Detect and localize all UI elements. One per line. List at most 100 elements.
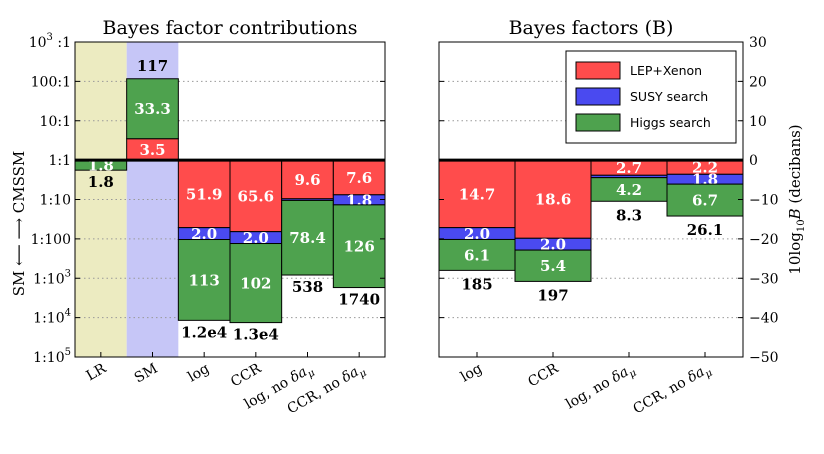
x-tick-label: log — [458, 361, 485, 386]
segment-label: 113 — [189, 271, 220, 289]
x-label-sub: μ — [358, 368, 369, 381]
tick-exponent: 3 — [65, 268, 71, 279]
legend-swatch — [575, 113, 621, 132]
total-label: 1.8 — [88, 173, 114, 191]
shade-lr — [75, 42, 127, 357]
x-label-text: CCR — [228, 360, 264, 390]
x-tick-label: CCR — [228, 360, 264, 390]
tick-base: 10 — [47, 350, 65, 366]
left-panel-title: Bayes factor contributions — [103, 17, 358, 39]
total-label: 197 — [537, 286, 568, 304]
segment-label: 18.6 — [535, 191, 572, 209]
tick-exponent: 5 — [65, 347, 71, 358]
x-label-text: log — [458, 361, 485, 386]
bar-segment — [438, 159, 516, 229]
bar-segment — [281, 159, 334, 200]
segment-label: 2.7 — [616, 159, 642, 177]
y-tick-label: 1:103 — [33, 268, 71, 287]
y-tick-label: 30 — [749, 35, 767, 51]
y-label-arrows: ⟵ ⟶ — [10, 213, 28, 270]
segment-label: 33.3 — [134, 100, 171, 118]
x-label-text: CCR — [525, 360, 561, 390]
y-tick-label: 1:10 — [40, 193, 71, 209]
x-label-sub: μ — [703, 368, 714, 381]
x-tick-label: CCR — [525, 360, 561, 390]
y-tick-label: −20 — [749, 232, 779, 248]
y-tick-label: −50 — [749, 350, 779, 366]
segment-label: 2.0 — [540, 236, 566, 254]
segment-label: 2.0 — [464, 225, 490, 243]
y-tick-label: 103 :1 — [29, 32, 71, 51]
y-tick-label: 100:1 — [31, 74, 71, 90]
total-label: 1.3e4 — [233, 326, 279, 344]
right-label-units: (decibans) — [786, 124, 804, 208]
bar-segment — [514, 249, 592, 282]
left-y-axis-label: SM ⟵ ⟶ CMSSM — [10, 151, 28, 296]
y-tick-label: 0 — [749, 153, 758, 169]
right-y-axis-label: 10log10B (decibans) — [786, 124, 807, 274]
tick-base: 10 — [29, 35, 47, 51]
legend-label: LEP+Xenon — [630, 63, 702, 78]
x-tick-label: log — [185, 361, 212, 386]
x-label-text: LR — [84, 360, 110, 384]
bar-segment — [281, 199, 334, 276]
y-tick-label: −10 — [749, 193, 779, 209]
segment-label: 2.0 — [243, 229, 269, 247]
segment-label: 3.5 — [139, 141, 165, 159]
x-label-text: log — [185, 361, 212, 386]
y-tick-label: 1:104 — [33, 308, 71, 327]
right-label-sub: 10 — [796, 219, 807, 232]
tick-base: 10 — [47, 311, 65, 327]
y-tick-label: −40 — [749, 311, 779, 327]
segment-label: 14.7 — [459, 185, 496, 203]
legend-swatch — [575, 61, 621, 80]
y-tick-label: 10 — [749, 114, 767, 130]
tick-prefix: 1: — [33, 311, 47, 327]
segment-label: 2.2 — [692, 159, 718, 177]
segment-label: 126 — [344, 238, 375, 256]
right-label-text: 10log — [786, 232, 804, 275]
y-tick-label: 10:1 — [40, 114, 71, 130]
right-label-var: B — [786, 208, 804, 220]
tick-exponent: 4 — [65, 308, 71, 319]
y-tick-label: 20 — [749, 74, 767, 90]
y-tick-label: 1:100 — [31, 232, 71, 248]
segment-label: 9.6 — [294, 171, 320, 189]
total-label: 185 — [461, 275, 492, 293]
total-label: 1740 — [338, 291, 380, 309]
segment-label: 102 — [240, 275, 271, 293]
bar-segment — [332, 204, 386, 289]
tick-base: 10 — [47, 271, 65, 287]
total-label: 1.2e4 — [181, 323, 227, 341]
segment-label: 7.6 — [346, 169, 372, 187]
bar-segment — [229, 243, 283, 324]
total-label: 8.3 — [616, 206, 642, 224]
tick-prefix: 1: — [33, 350, 47, 366]
bar-segment — [666, 183, 744, 217]
tick-prefix: 1: — [33, 271, 47, 287]
segment-label: 5.4 — [540, 257, 566, 275]
y-label-sm: SM — [10, 271, 28, 297]
y-label-cmssm: CMSSM — [10, 151, 28, 213]
total-label: 26.1 — [687, 221, 724, 239]
legend-label: Higgs search — [630, 115, 711, 130]
legend-swatch — [575, 87, 621, 106]
x-tick-label: LR — [84, 360, 110, 384]
segment-label: 6.1 — [464, 246, 490, 264]
x-label-sub: μ — [306, 368, 317, 381]
x-tick-label: SM — [132, 361, 161, 387]
tick-suffix: :1 — [53, 35, 71, 51]
segment-label: 51.9 — [186, 185, 223, 203]
segment-label: 2.0 — [191, 225, 217, 243]
y-tick-label: −30 — [749, 271, 779, 287]
segment-label: 4.2 — [616, 181, 642, 199]
total-label: 117 — [137, 57, 168, 75]
x-tick-label: CCR, no δaμ — [630, 361, 714, 420]
x-label-sub: μ — [627, 368, 638, 381]
segment-label: 6.7 — [692, 192, 718, 210]
x-label-text: SM — [132, 361, 161, 387]
right-panel-title: Bayes factors (B) — [509, 17, 674, 39]
segment-label: 78.4 — [289, 229, 326, 247]
